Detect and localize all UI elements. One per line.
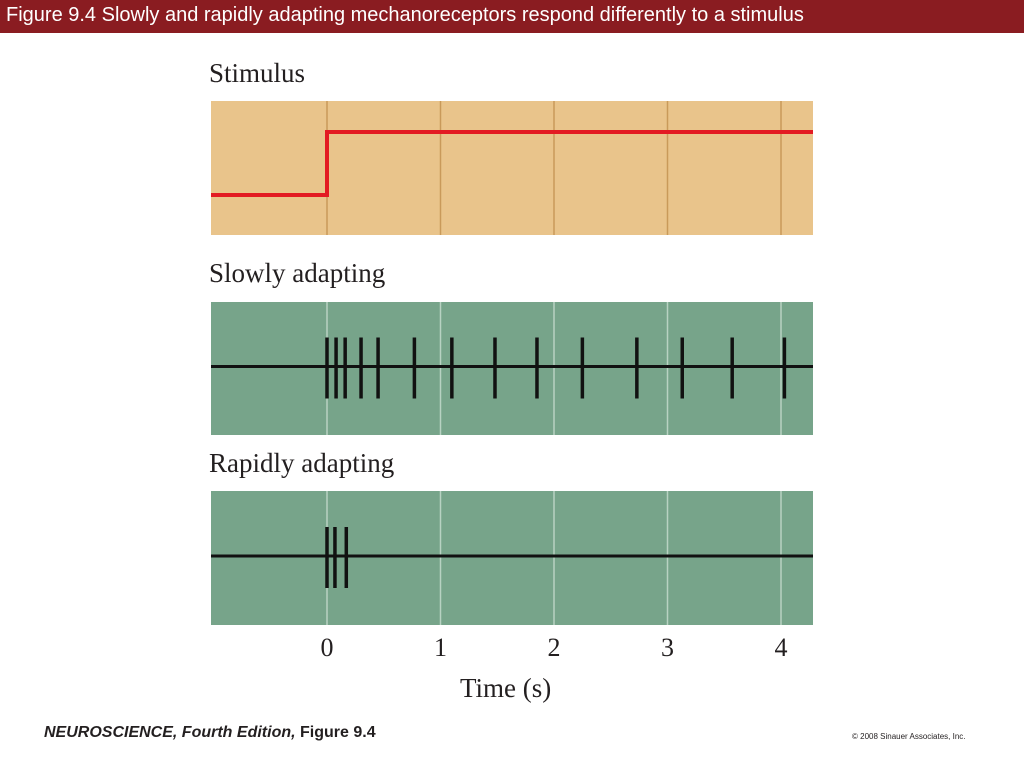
copyright-notice: © 2008 Sinauer Associates, Inc. <box>852 732 966 741</box>
slowly-adapting-panel <box>211 302 813 435</box>
panel-background <box>211 491 813 625</box>
footer-citation: NEUROSCIENCE, Fourth Edition, Figure 9.4 <box>44 724 376 742</box>
figure-ref: Figure 9.4 <box>295 724 376 741</box>
title-bar: Figure 9.4 Slowly and rapidly adapting m… <box>0 0 1024 33</box>
rapidly-adapting-label: Rapidly adapting <box>209 448 395 478</box>
stimulus-label: Stimulus <box>209 58 306 88</box>
x-axis-ticks: 0 1 2 3 4 <box>321 633 788 662</box>
slowly-adapting-label: Slowly adapting <box>209 258 386 288</box>
x-tick-label: 3 <box>661 633 674 662</box>
panel-background <box>211 302 813 435</box>
panels-layer <box>211 101 813 625</box>
stimulus-panel <box>211 101 813 235</box>
x-tick-label: 2 <box>548 633 561 662</box>
x-axis-title: Time (s) <box>460 673 552 703</box>
slide-title: Figure 9.4 Slowly and rapidly adapting m… <box>6 4 804 26</box>
x-tick-label: 0 <box>321 633 334 662</box>
book-title: NEUROSCIENCE, <box>44 724 178 741</box>
x-tick-label: 4 <box>775 633 788 662</box>
rapidly-adapting-panel <box>211 491 813 625</box>
panel-background <box>211 101 813 235</box>
edition: Fourth Edition, <box>177 724 296 741</box>
stimulus-trace <box>211 130 813 197</box>
x-tick-label: 1 <box>434 633 447 662</box>
